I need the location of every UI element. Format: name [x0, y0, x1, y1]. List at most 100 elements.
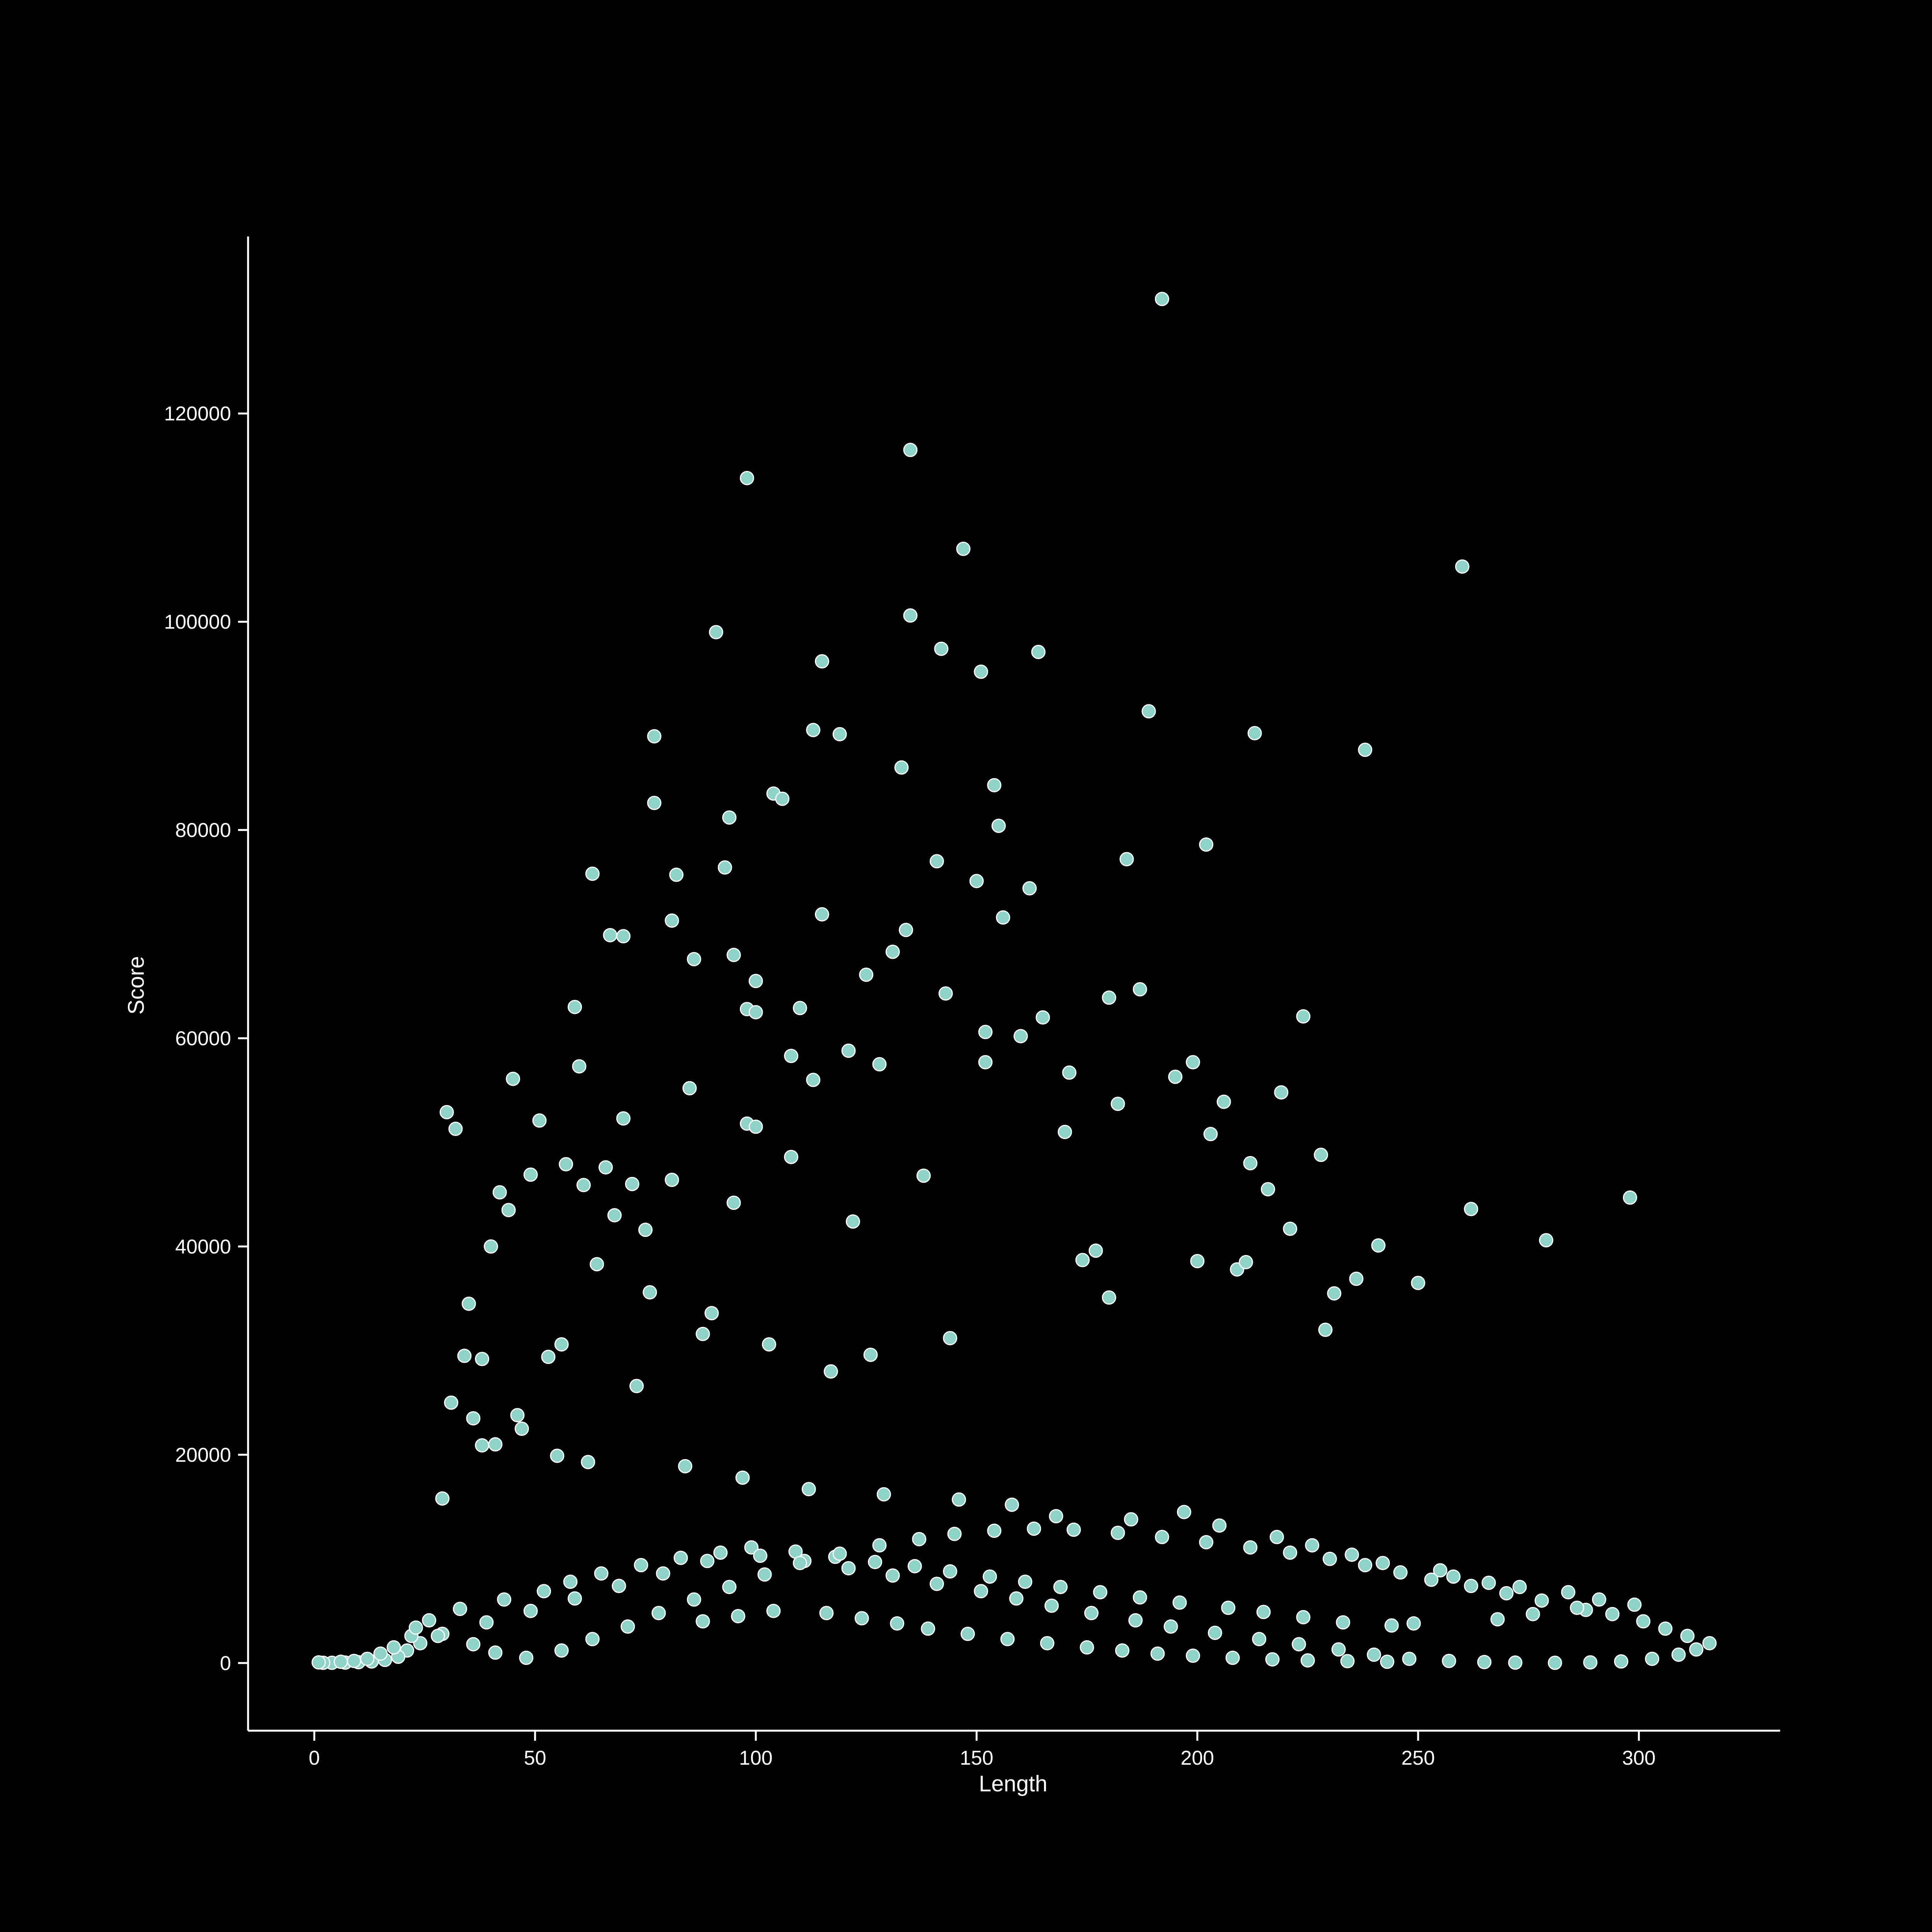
data-point [1331, 1642, 1346, 1657]
data-point [1212, 1518, 1227, 1533]
data-point [748, 1119, 763, 1134]
data-point [753, 1548, 767, 1563]
data-point [488, 1437, 503, 1452]
data-point [1499, 1586, 1514, 1600]
data-point [899, 923, 913, 937]
data-point [1088, 1243, 1103, 1258]
data-point [1367, 1647, 1381, 1662]
data-point [784, 1049, 798, 1063]
data-point [501, 1203, 516, 1218]
data-point [863, 1347, 878, 1362]
data-point [1163, 1619, 1178, 1634]
data-point [1036, 1010, 1050, 1025]
data-point [1296, 1009, 1311, 1024]
data-point [568, 1000, 582, 1014]
data-point [594, 1566, 609, 1581]
data-point [930, 1577, 944, 1591]
data-point [1627, 1597, 1642, 1612]
data-point [1111, 1526, 1125, 1540]
data-point [651, 1606, 666, 1620]
data-point [700, 1554, 714, 1568]
data-point [1548, 1655, 1562, 1670]
data-point [890, 1616, 905, 1631]
data-point [722, 810, 736, 825]
data-point [748, 974, 763, 988]
data-point [1177, 1505, 1191, 1519]
data-point [448, 1121, 463, 1136]
y-tick-label: 80000 [175, 819, 231, 842]
data-point [475, 1438, 490, 1453]
data-point [868, 1554, 883, 1569]
data-point [696, 1327, 710, 1341]
data-point [563, 1575, 578, 1589]
data-point [748, 1005, 763, 1020]
data-point [581, 1455, 595, 1469]
data-point [643, 1285, 657, 1299]
axes: 0 50 100 150 200 250 300 0 20000 40000 60000 80000 1… [164, 236, 1780, 1769]
data-point [1384, 1618, 1399, 1633]
data-point [1442, 1654, 1456, 1668]
data-point [1296, 1610, 1311, 1624]
data-point [1539, 1233, 1553, 1248]
data-point [1155, 1530, 1169, 1544]
x-tick-label: 0 [309, 1747, 320, 1769]
data-point [475, 1352, 490, 1366]
data-point [1283, 1545, 1298, 1560]
data-point [806, 723, 821, 737]
data-point [726, 947, 741, 962]
data-point [1203, 1127, 1218, 1141]
data-point [1406, 1616, 1421, 1631]
data-point [333, 1655, 348, 1669]
x-tick-label: 50 [524, 1747, 546, 1769]
data-point [1102, 1290, 1116, 1305]
data-point [1199, 1535, 1214, 1549]
data-point [1265, 1652, 1280, 1667]
data-point [974, 1584, 988, 1599]
data-point [1124, 1512, 1138, 1527]
data-point [559, 1157, 573, 1172]
data-point [1283, 1221, 1298, 1236]
data-point [347, 1654, 361, 1668]
data-point [1464, 1202, 1478, 1216]
data-point [1031, 645, 1046, 659]
data-point [1345, 1548, 1359, 1562]
x-tick-label: 150 [960, 1747, 993, 1769]
x-tick-label: 200 [1180, 1747, 1214, 1769]
data-point [815, 654, 829, 668]
data-point [845, 1214, 860, 1229]
data-point [386, 1640, 401, 1655]
data-point [1318, 1323, 1333, 1337]
data-point [832, 1546, 847, 1561]
data-point [1185, 1648, 1200, 1663]
data-point [1115, 1643, 1129, 1658]
data-point [665, 1173, 679, 1187]
data-point [430, 1629, 445, 1643]
data-point [656, 1566, 670, 1581]
data-point [408, 1620, 423, 1635]
data-point [793, 1001, 807, 1015]
data-point [1446, 1569, 1461, 1584]
data-point [1075, 1253, 1090, 1267]
data-point [801, 1482, 816, 1497]
data-point [885, 944, 900, 959]
data-point [1185, 1055, 1200, 1070]
data-point [1376, 1556, 1390, 1570]
data-point [841, 1561, 856, 1576]
data-point [484, 1239, 498, 1254]
data-point [969, 874, 984, 888]
data-point [1371, 1238, 1386, 1253]
data-point [819, 1606, 834, 1620]
data-point [1455, 559, 1469, 574]
data-point [1402, 1651, 1417, 1666]
y-tick-label: 0 [220, 1652, 231, 1675]
data-point [1680, 1629, 1695, 1643]
data-point [938, 986, 953, 1001]
data-point [1119, 852, 1134, 866]
data-point [673, 1551, 688, 1565]
data-point [1084, 1606, 1099, 1620]
data-point [638, 1223, 653, 1237]
data-point [1225, 1650, 1240, 1665]
data-point [1022, 881, 1037, 896]
y-tick-label: 20000 [175, 1444, 231, 1466]
